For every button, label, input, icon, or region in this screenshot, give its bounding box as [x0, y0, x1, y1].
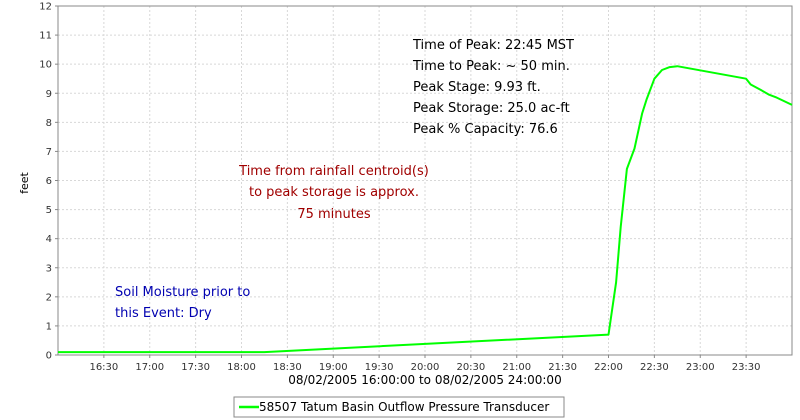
- series-layer: [58, 65, 793, 354]
- y-tick-label: 4: [46, 234, 52, 245]
- x-tick-label: 23:30: [732, 362, 761, 373]
- legend-box: [233, 396, 565, 418]
- legend: 58507 Tatum Basin Outflow Pressure Trans…: [233, 396, 565, 418]
- soil-note-line-2: this Event: Dry: [115, 306, 212, 321]
- x-tick-label: 20:30: [456, 362, 485, 373]
- y-tick-label: 0: [46, 351, 52, 362]
- y-tick-label: 8: [46, 118, 52, 129]
- x-tick-label: 23:00: [686, 362, 715, 373]
- rainfall-note-annotation: Time from rainfall centroid(s) to peak s…: [238, 164, 429, 222]
- y-tick-label: 9: [46, 89, 52, 100]
- y-tick-label: 2: [46, 292, 52, 303]
- y-tick-label: 3: [46, 263, 52, 274]
- y-tick-label: 7: [46, 147, 52, 158]
- y-tick-label: 6: [46, 176, 52, 187]
- peak-capacity-text: Peak % Capacity: 76.6: [413, 122, 558, 137]
- x-tick-label: 22:30: [640, 362, 669, 373]
- x-tick-label: 19:30: [365, 362, 394, 373]
- x-tick-label: 21:00: [502, 362, 531, 373]
- y-tick-label: 10: [39, 60, 52, 71]
- peak-time-text: Time of Peak: 22:45 MST: [412, 38, 574, 53]
- series-line: [58, 65, 793, 354]
- x-tick-label: 17:30: [181, 362, 210, 373]
- soil-note-line-1: Soil Moisture prior to: [115, 285, 250, 300]
- y-axis-label: feet: [18, 171, 31, 193]
- rainfall-note-line-3: 75 minutes: [297, 207, 371, 222]
- y-tick-label: 11: [39, 31, 52, 42]
- legend-label: 58507 Tatum Basin Outflow Pressure Trans…: [259, 400, 549, 414]
- plot-area: [57, 5, 793, 356]
- x-tick-label: 17:00: [135, 362, 164, 373]
- rainfall-note-line-2: to peak storage is approx.: [249, 185, 419, 200]
- peak-stage-text: Peak Stage: 9.93 ft.: [413, 80, 541, 95]
- rainfall-note-line-1: Time from rainfall centroid(s): [238, 164, 429, 179]
- peak-info-annotation: Time of Peak: 22:45 MST Time to Peak: ~ …: [412, 38, 574, 137]
- x-tick-label: 21:30: [548, 362, 577, 373]
- x-tick-label: 18:00: [227, 362, 256, 373]
- y-tick-label: 12: [39, 2, 52, 13]
- y-tick-label: 5: [46, 205, 52, 216]
- time-to-peak-text: Time to Peak: ~ 50 min.: [412, 59, 570, 74]
- x-tick-label: 22:00: [594, 362, 623, 373]
- x-tick-label: 16:30: [89, 362, 118, 373]
- y-tick-label: 1: [46, 321, 52, 332]
- x-tick-label: 18:30: [273, 362, 302, 373]
- x-tick-label: 20:00: [411, 362, 440, 373]
- x-axis-ticks: 16:30 17:00 17:30 18:00 18:30 19:00 19:30 20:00…: [89, 355, 761, 373]
- peak-storage-text: Peak Storage: 25.0 ac-ft: [413, 101, 570, 116]
- x-tick-label: 19:00: [319, 362, 348, 373]
- x-axis-label: 08/02/2005 16:00:00 to 08/02/2005 24:00:…: [288, 373, 561, 387]
- soil-note-annotation: Soil Moisture prior to this Event: Dry: [115, 285, 250, 321]
